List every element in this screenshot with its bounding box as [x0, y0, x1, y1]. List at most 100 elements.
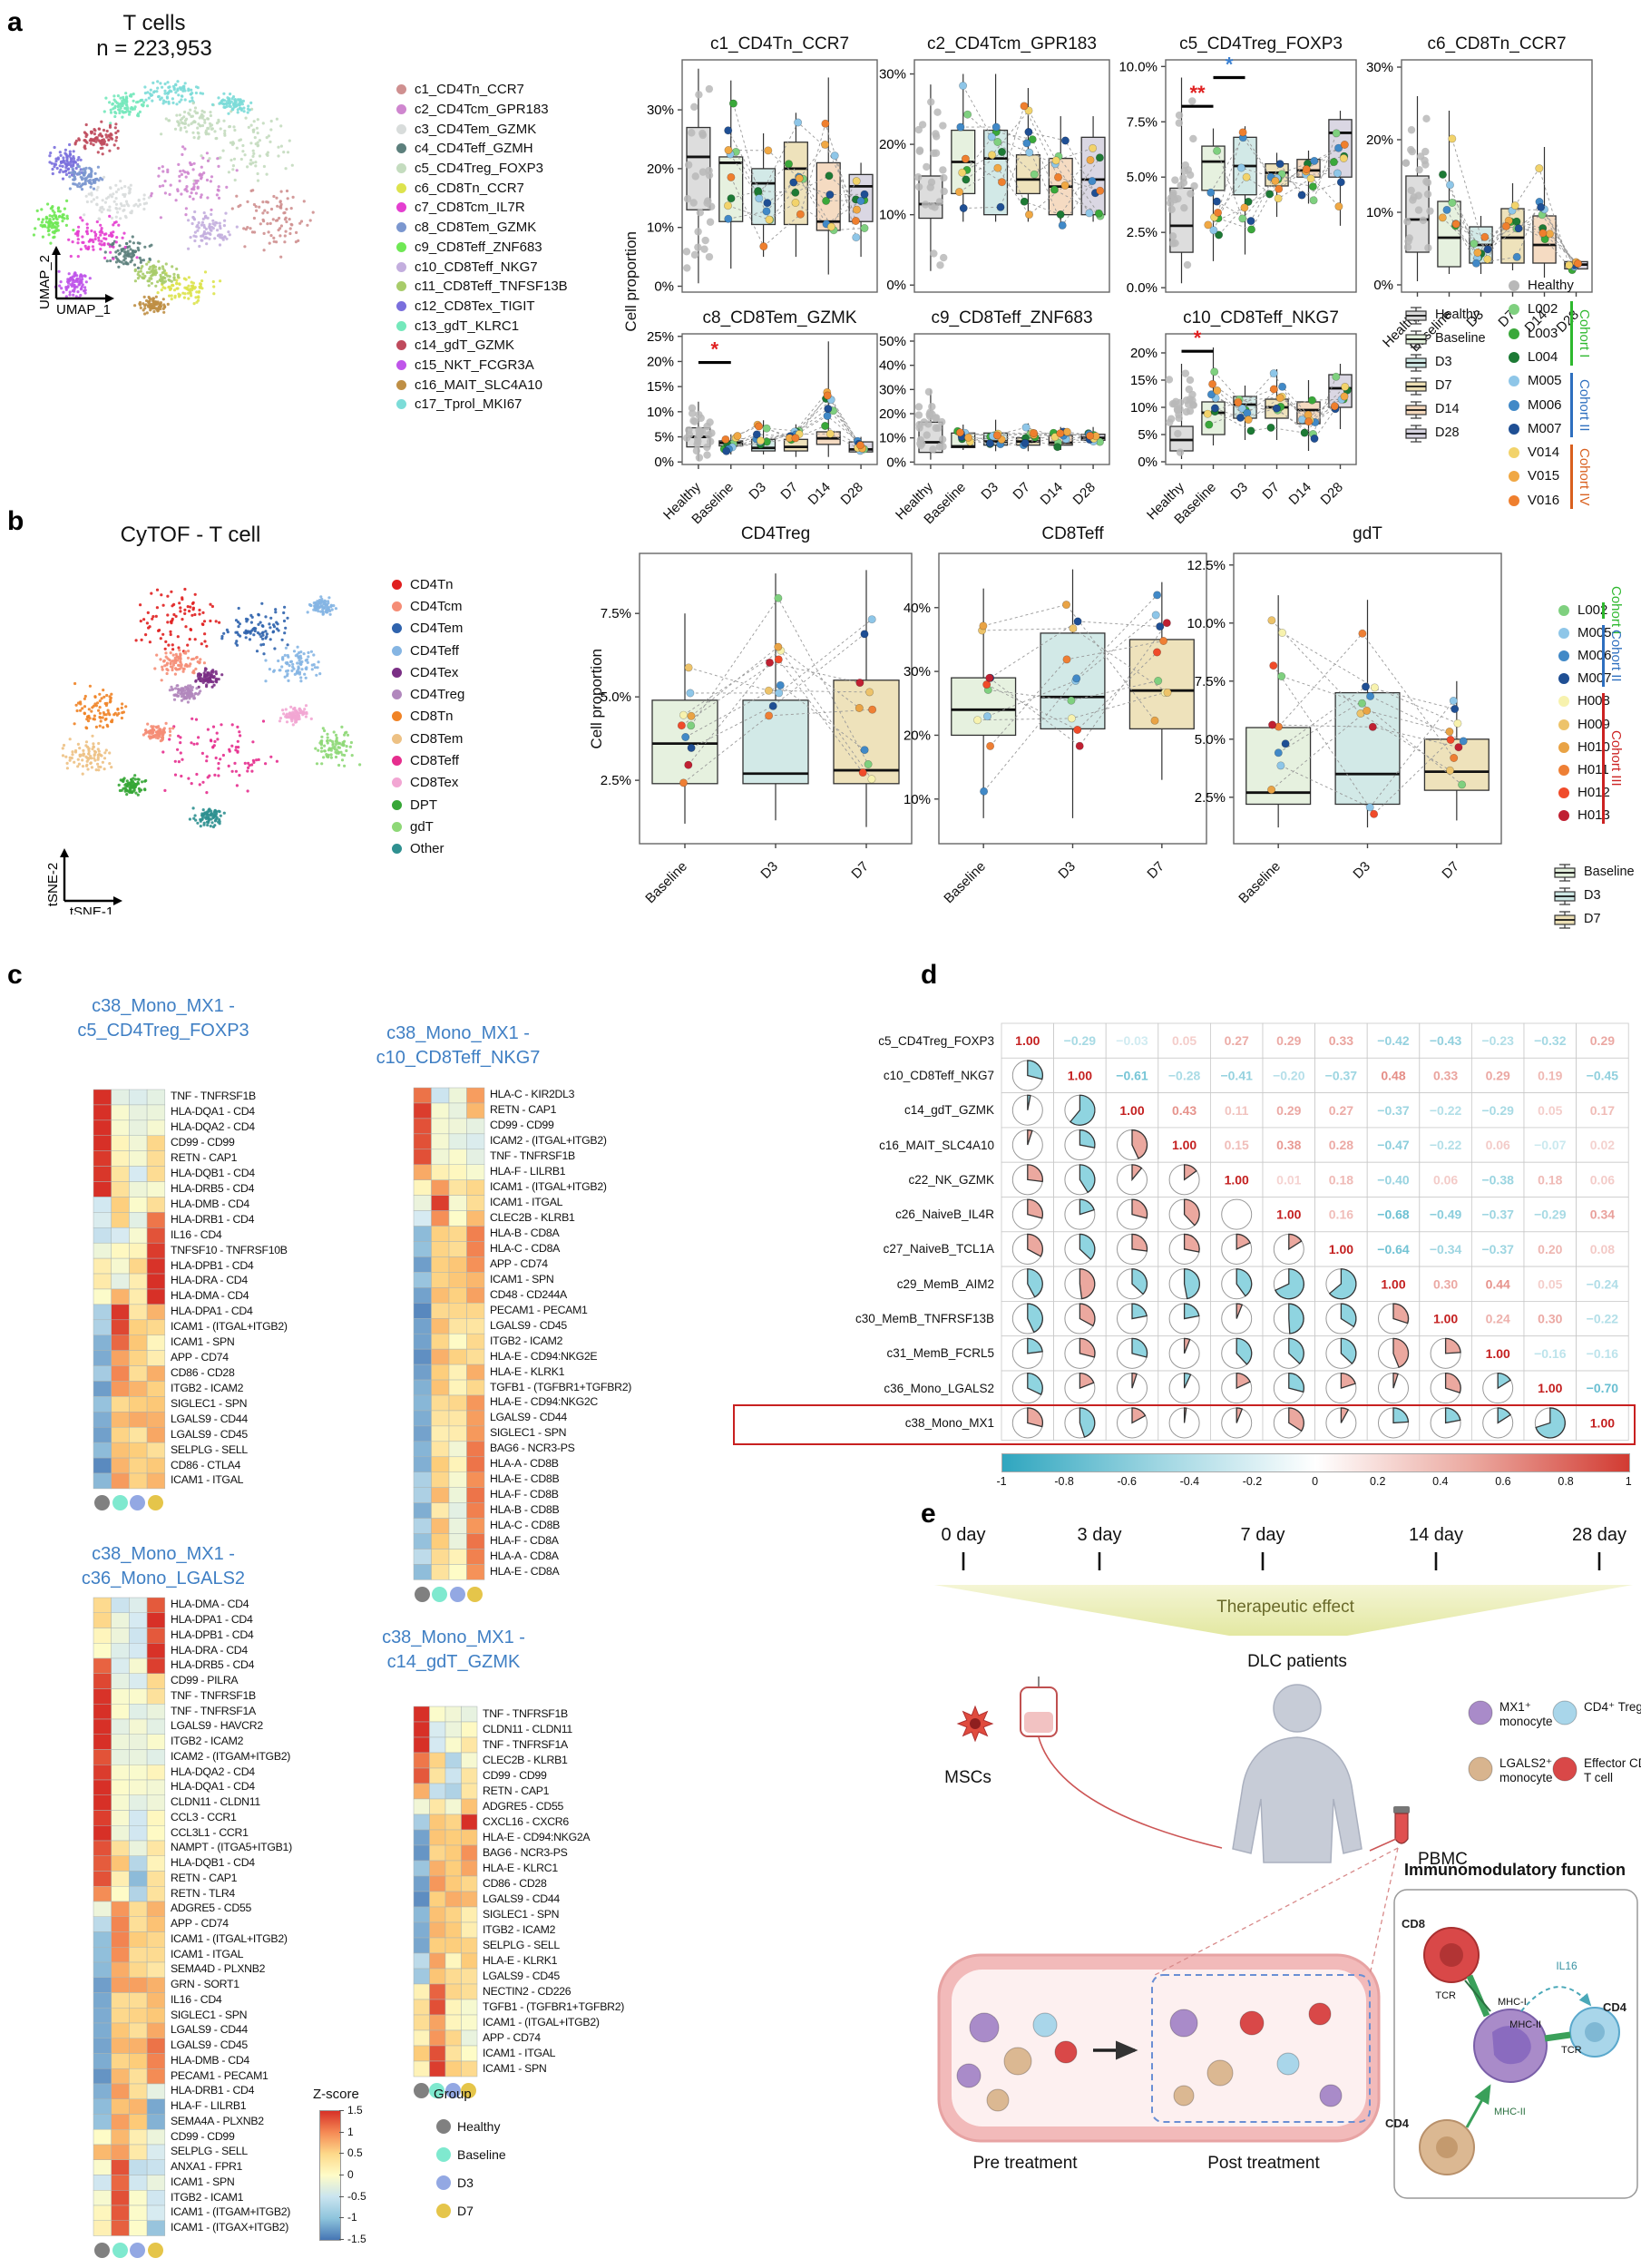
correlation-colorbar: [1001, 1452, 1631, 1472]
timeline-label: 14 day: [1409, 1525, 1463, 1545]
legend-label: CD4⁺ Treg: [1584, 1700, 1641, 1714]
heatmap-title-line2: c36_Mono_LGALS2: [81, 1569, 246, 1589]
tcr-label: TCR: [1435, 1990, 1456, 2001]
timeline-label: 28 day: [1572, 1525, 1626, 1545]
heatmap-row-label: CD99 - CD99: [490, 1119, 554, 1132]
correlation-value: 0.05: [1172, 1033, 1197, 1048]
pbmc-tube-icon: [1393, 1806, 1410, 1844]
therapeutic-effect-beam: [934, 1585, 1633, 1636]
zscore-tick-mark: [339, 2217, 344, 2219]
heatmap-row-label: ICAM1 - (ITGAL+ITGB2): [490, 1180, 607, 1194]
time-legend-glyph: [1405, 354, 1427, 372]
heatmap-row-label: ICAM1 - (ITGAL+ITGB2): [483, 2015, 600, 2028]
umap-title-line2: n = 223,953: [96, 36, 212, 61]
correlation-value: 1.00: [1381, 1276, 1405, 1291]
time-legend-label: D7: [1584, 912, 1601, 926]
time-legend-glyph: [1405, 330, 1427, 348]
vessel-cell: [1319, 2084, 1343, 2107]
sample-color-dot: [1509, 423, 1519, 435]
cluster-color-dot: [396, 202, 406, 213]
correlation-value: 0.19: [1538, 1068, 1562, 1082]
legend-label: LGALS2⁺: [1499, 1756, 1552, 1770]
time-legend-label: D14: [1435, 402, 1460, 416]
y-tick-label: 0%: [886, 455, 906, 470]
legend-item: c14_gdT_GZMK: [396, 336, 568, 356]
cd4b-label: CD4: [1385, 2116, 1410, 2130]
correlation-value: 1.00: [1015, 1033, 1040, 1048]
correlation-value: −0.16: [1534, 1346, 1567, 1361]
cluster-label: c8_CD8Tem_GZMK: [415, 220, 537, 236]
cluster-color-dot: [392, 711, 402, 722]
cluster-label: CD4Tcm: [410, 598, 463, 614]
sample-color-dot: [1509, 399, 1519, 411]
correlation-value: 0.29: [1486, 1068, 1510, 1082]
legend-label: Effector CD8⁺: [1584, 1756, 1641, 1770]
legend-item: CD4Treg: [392, 683, 464, 705]
sample-color-dot: [1509, 376, 1519, 387]
heatmap-row-label: HLA-F - CD8A: [490, 1534, 559, 1548]
significance-star: *: [711, 338, 719, 361]
cluster-label: c11_CD8Teff_TNFSF13B: [415, 279, 568, 295]
mx1-monocyte-cell: [1473, 2009, 1548, 2083]
heatmap-row-label: HLA-DMB - CD4: [171, 2053, 249, 2067]
boxplot-title: c5_CD4Treg_FOXP3: [1179, 34, 1343, 54]
boxplot-svg: 0% 10% 20% 30%: [1366, 59, 1593, 297]
heatmap-row-label: RETN - CAP1: [171, 1151, 238, 1165]
mscs-label: MSCs: [944, 1768, 991, 1787]
cohort-label: Cohort III: [1608, 730, 1624, 787]
y-tick-label: 10%: [1366, 205, 1393, 220]
group-dot: [449, 1587, 465, 1602]
heatmap-row-label: LGALS9 - CD44: [171, 1412, 248, 1425]
tsne-title: CyTOF - T cell: [120, 523, 261, 547]
legend-label: monocyte: [1499, 1715, 1553, 1728]
correlation-value: 0.29: [1276, 1103, 1301, 1118]
scatter-cluster-c4_CD4Teff_GZMH: [103, 235, 153, 269]
y-tick-label: 2.5%: [601, 773, 631, 788]
schematic-svg: 0 day 3 day 7 day 14 day 28 day Therapeutic e…: [934, 1525, 1641, 2199]
y-tick-label: 30%: [1366, 60, 1393, 75]
correlation-value: 0.05: [1538, 1276, 1562, 1291]
x-tick-label: D3: [1054, 858, 1079, 883]
scatter-cluster-CD4Tcm: [142, 721, 175, 743]
cluster-label: CD4Tex: [410, 664, 459, 680]
correlation-value: −0.29: [1481, 1103, 1514, 1118]
heatmap-row-label: HLA-E - KLRK1: [490, 1364, 565, 1378]
heatmap-row-label: SELPLG - SELL: [483, 1938, 560, 1951]
iv-bag-icon: [1020, 1677, 1058, 1737]
heatmap-row-label: HLA-DPB1 - CD4: [171, 1258, 254, 1272]
correlation-value: −0.61: [1116, 1068, 1148, 1082]
boxes: [651, 570, 900, 827]
boxplot-svg: 0.0%2.5%5.0%7.5%10.0%***: [1118, 54, 1357, 296]
cluster-label: CD4Teff: [410, 642, 459, 659]
y-tick-label: 30%: [647, 103, 674, 118]
heatmap-row-label: NECTIN2 - CD226: [483, 1984, 571, 1998]
immuno-title: Immunomodulatory function: [1404, 1861, 1626, 1879]
colorbar-tick-label: -0.8: [1054, 1474, 1074, 1488]
colorbar-tick-label: 0.4: [1432, 1474, 1449, 1488]
correlation-value: −0.34: [1430, 1242, 1462, 1256]
y-tick-label: 10.0%: [1187, 616, 1226, 631]
heatmap-row-label: TNFSF10 - TNFRSF10B: [171, 1243, 288, 1256]
sample-label: M007: [1578, 670, 1612, 687]
heatmap-row-label: HLA-DQA1 - CD4: [171, 1780, 255, 1794]
cluster-color-dot: [396, 300, 406, 311]
y-tick-label: 0%: [1373, 278, 1393, 293]
scatter-cluster-c5_CD4Treg_FOXP3: [192, 107, 294, 182]
sample-color-dot: [1558, 741, 1569, 753]
mhc1-label: MHC-I: [1498, 1997, 1527, 2008]
heatmap-row-label: ITGB2 - ICAM2: [171, 1735, 244, 1748]
heatmap-row-label: HLA-DRA - CD4: [171, 1643, 248, 1657]
colorbar-tick-label: 1: [1625, 1474, 1632, 1488]
heatmap-row-label: CCL3 - CCR1: [171, 1810, 237, 1823]
group-dot: [461, 2083, 477, 2098]
colorbar-tick-label: 0.2: [1370, 1474, 1386, 1488]
boxplot-title: c9_CD8Teff_ZNF683: [931, 308, 1093, 327]
cluster-color-dot: [396, 281, 406, 292]
group-dot: [444, 2083, 461, 2098]
y-tick-label: 20%: [1366, 132, 1393, 148]
correlation-value: −0.37: [1481, 1242, 1514, 1256]
heatmap-row-label: SELPLG - SELL: [171, 2145, 248, 2158]
heatmap-row-label: BAG6 - NCR3-PS: [483, 1845, 568, 1859]
cluster-color-dot: [392, 844, 402, 855]
cluster-label: CD8Tn: [410, 709, 454, 725]
